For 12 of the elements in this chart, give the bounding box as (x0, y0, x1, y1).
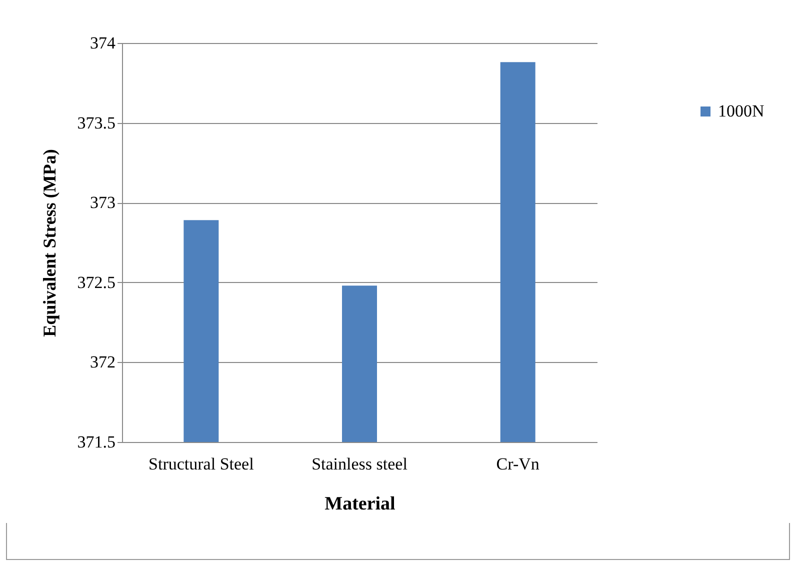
y-tick-label: 371.5 (77, 432, 116, 452)
x-tick-label: Structural Steel (148, 454, 254, 474)
y-tick-label: 372.5 (77, 272, 116, 292)
y-tick-label: 372 (90, 352, 116, 372)
x-tick-label: Stainless steel (312, 454, 408, 474)
x-tick-label: Cr-Vn (496, 454, 540, 474)
legend-label: 1000N (718, 102, 764, 120)
y-tick-label: 373.5 (77, 113, 116, 132)
y-tick-label: 373 (90, 193, 116, 212)
y-axis-title: Equivalent Stress (MPa) (39, 149, 60, 337)
x-axis-title: Material (324, 494, 396, 514)
y-tick-label: 374 (90, 34, 116, 52)
